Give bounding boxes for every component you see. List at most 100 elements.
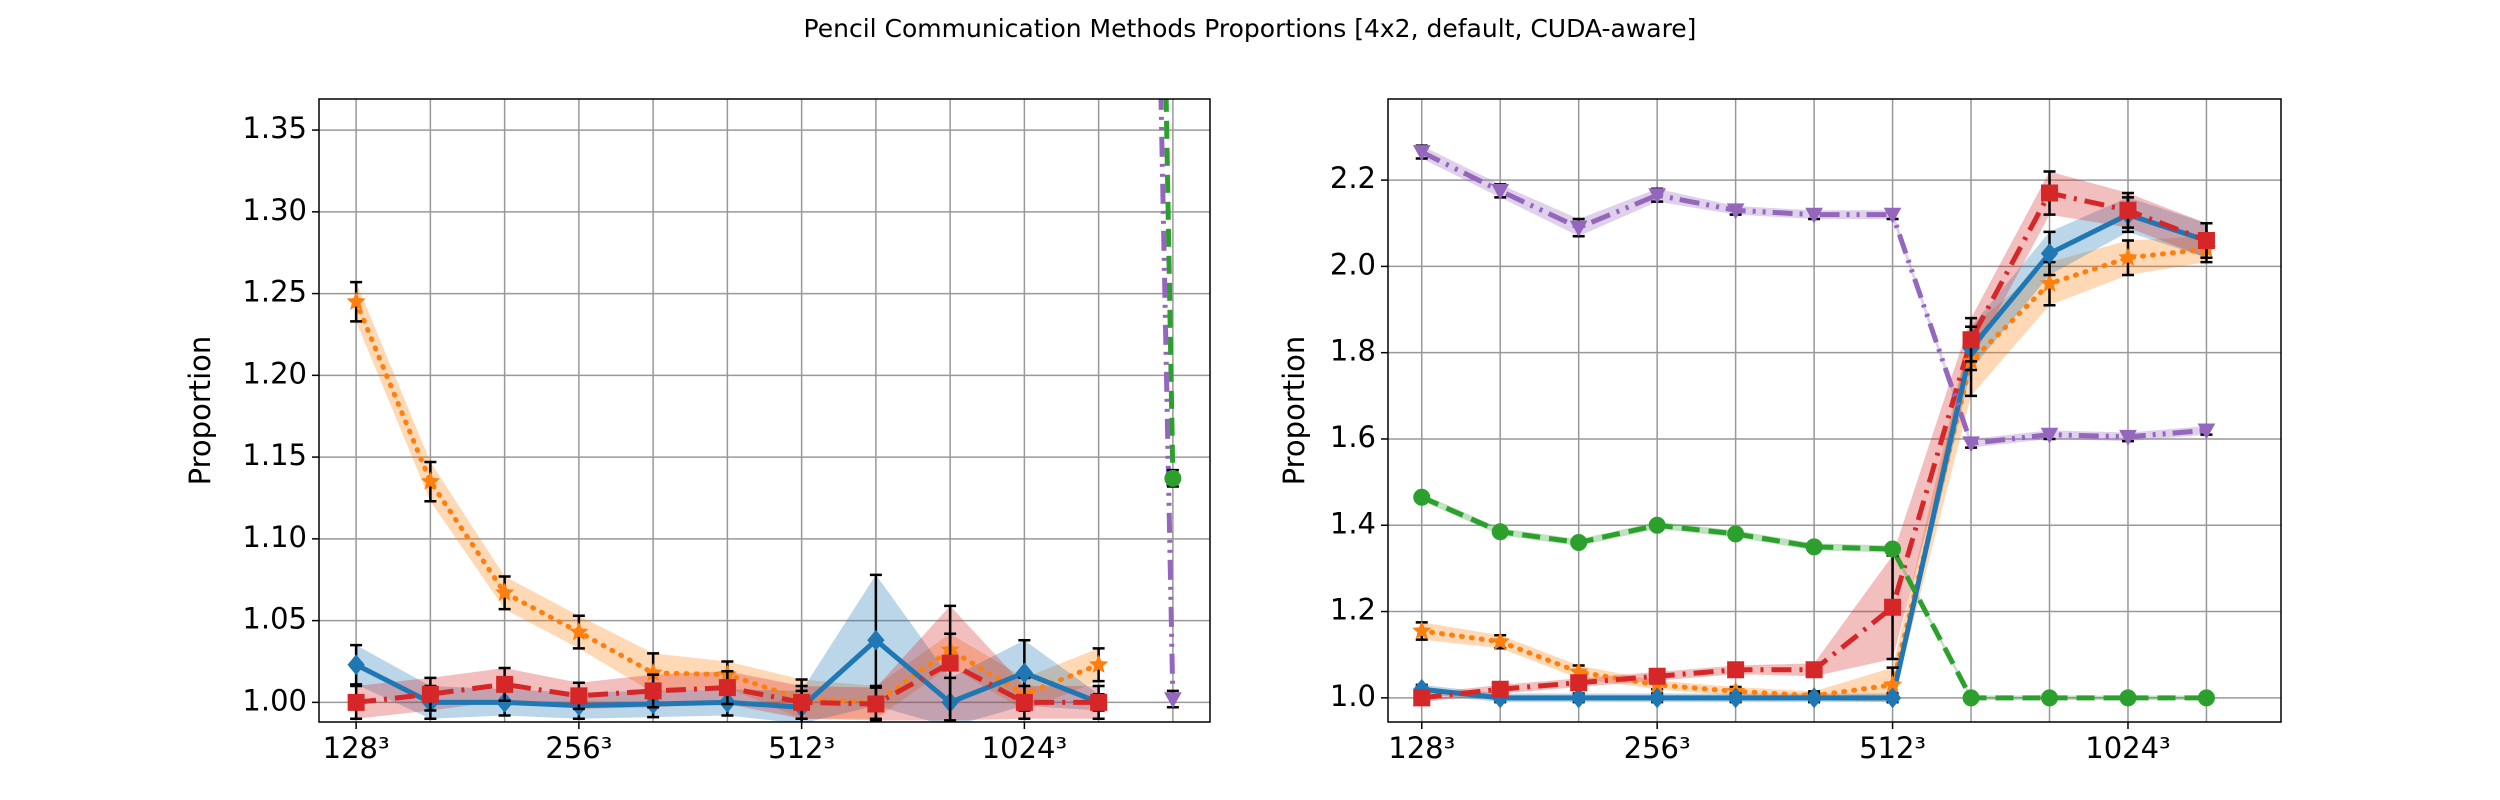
marker bbox=[1883, 687, 1902, 709]
marker bbox=[347, 654, 365, 676]
y-tick-label: 1.8 bbox=[1330, 334, 1376, 368]
series-line bbox=[1158, 99, 1176, 700]
marker bbox=[2041, 184, 2059, 202]
y-tick-label: 1.20 bbox=[242, 356, 307, 390]
marker bbox=[2197, 689, 2215, 707]
marker bbox=[346, 291, 366, 310]
marker bbox=[1164, 469, 1182, 487]
plot-area bbox=[346, 99, 1182, 722]
y-tick-label: 1.05 bbox=[242, 602, 307, 636]
x-tick-label: 1024³ bbox=[2085, 731, 2170, 765]
marker bbox=[1491, 680, 1509, 698]
marker bbox=[420, 471, 440, 490]
axes: 1.0 1.2 1.4 1.6 1.8 2.0 2.2 128³ 256³ 512³ 1024³ Pr… bbox=[1277, 98, 2282, 765]
marker bbox=[2119, 689, 2137, 707]
y-tick-label: 1.00 bbox=[242, 683, 307, 717]
marker bbox=[1490, 631, 1510, 650]
x-tick-label: 1024³ bbox=[982, 731, 1067, 765]
y-tick-label: 1.30 bbox=[242, 193, 307, 227]
marker bbox=[1089, 654, 1109, 673]
marker bbox=[2119, 201, 2137, 219]
marker bbox=[1727, 661, 1745, 679]
marker bbox=[2197, 423, 2216, 440]
error-band bbox=[356, 605, 1099, 721]
marker bbox=[1805, 538, 1823, 556]
x-tick-label: 512³ bbox=[768, 731, 835, 765]
y-tick-label: 1.25 bbox=[242, 275, 307, 309]
marker bbox=[1648, 687, 1666, 709]
marker bbox=[495, 691, 514, 713]
marker bbox=[1412, 145, 1431, 162]
marker bbox=[1805, 687, 1823, 709]
marker bbox=[1569, 220, 1588, 237]
marker bbox=[2039, 273, 2060, 292]
series-line bbox=[1420, 494, 2207, 701]
marker bbox=[793, 693, 811, 711]
marker bbox=[1491, 183, 1510, 200]
x-tick-label: 128³ bbox=[323, 731, 390, 765]
y-tick-label: 1.10 bbox=[242, 520, 307, 554]
marker bbox=[1491, 523, 1509, 541]
marker bbox=[1570, 687, 1588, 709]
x-tick-label: 512³ bbox=[1859, 731, 1926, 765]
marker bbox=[1648, 516, 1666, 534]
marker bbox=[1413, 689, 1431, 707]
marker bbox=[347, 693, 365, 711]
marker bbox=[867, 695, 885, 713]
axes: 1.00 1.05 1.10 1.15 1.20 1.25 1.30 1.35 128³ 256³… bbox=[183, 98, 1211, 765]
marker bbox=[1015, 693, 1033, 711]
marker bbox=[1962, 689, 1980, 707]
marker bbox=[1090, 693, 1108, 711]
y-tick-label: 1.0 bbox=[1330, 679, 1376, 713]
marker bbox=[1413, 488, 1431, 506]
y-tick-label: 1.15 bbox=[242, 438, 307, 472]
y-axis-label: Proportion bbox=[1277, 336, 1311, 486]
marker bbox=[496, 675, 514, 693]
marker bbox=[570, 687, 588, 705]
axes-frame bbox=[1387, 98, 2282, 723]
x-tick-label: 256³ bbox=[1624, 731, 1691, 765]
marker bbox=[644, 682, 662, 700]
x-tick-label: 128³ bbox=[1388, 731, 1455, 765]
error-band bbox=[356, 282, 1099, 719]
marker bbox=[1648, 667, 1666, 685]
marker bbox=[1884, 540, 1902, 558]
figure-title: Pencil Communication Methods Proportions… bbox=[804, 14, 1697, 43]
marker bbox=[2118, 247, 2138, 266]
y-axis-label: Proportion bbox=[183, 336, 217, 486]
y-tick-label: 1.2 bbox=[1330, 593, 1376, 627]
marker bbox=[1412, 620, 1432, 640]
axes-frame bbox=[318, 98, 1211, 723]
marker bbox=[569, 621, 589, 641]
series-line bbox=[1420, 149, 2207, 446]
marker bbox=[1883, 207, 1902, 224]
marker bbox=[718, 679, 736, 697]
marker bbox=[421, 685, 439, 703]
marker bbox=[2040, 243, 2059, 264]
marker bbox=[1726, 687, 1745, 709]
marker bbox=[495, 582, 515, 601]
marker bbox=[941, 654, 959, 672]
marker bbox=[1726, 203, 1745, 220]
marker bbox=[2040, 427, 2059, 444]
x-tick-label: 256³ bbox=[545, 731, 612, 765]
marker bbox=[1727, 525, 1745, 543]
y-tick-label: 1.35 bbox=[242, 111, 307, 145]
marker bbox=[2041, 689, 2059, 707]
marker bbox=[1884, 598, 1902, 616]
marker bbox=[2197, 232, 2215, 250]
marker bbox=[1962, 331, 1980, 349]
plot-area bbox=[1412, 144, 2217, 709]
marker bbox=[1805, 207, 1823, 224]
marker bbox=[1570, 534, 1588, 551]
y-tick-label: 1.6 bbox=[1330, 420, 1376, 454]
series-line bbox=[355, 660, 1099, 707]
marker bbox=[1962, 436, 1980, 453]
marker bbox=[1648, 188, 1667, 205]
marker bbox=[1805, 661, 1823, 679]
marker bbox=[1570, 674, 1588, 692]
marker bbox=[867, 629, 885, 651]
marker bbox=[2119, 429, 2137, 446]
y-tick-label: 1.4 bbox=[1330, 506, 1376, 540]
